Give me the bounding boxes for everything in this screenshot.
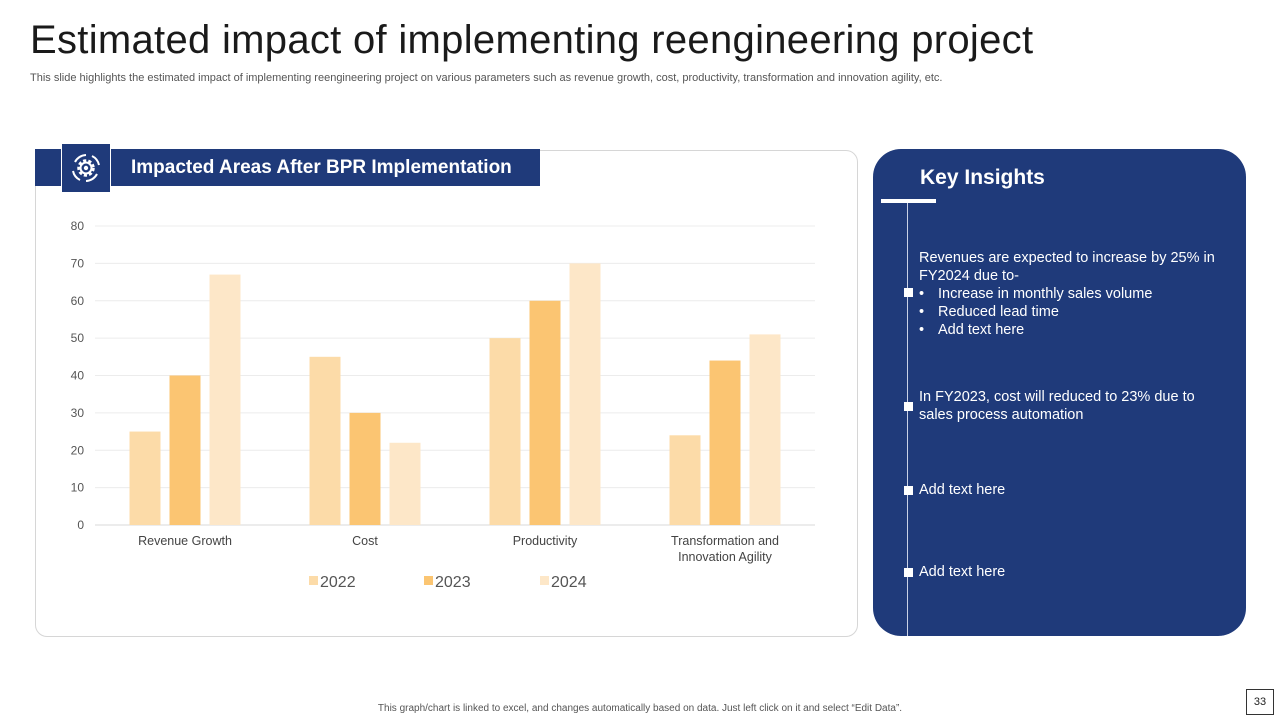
- page-subtitle: This slide highlights the estimated impa…: [30, 72, 943, 84]
- x-tick-label: Productivity: [513, 534, 578, 548]
- bar-2022[interactable]: [309, 356, 341, 525]
- gear-cycle-icon: [61, 143, 111, 193]
- y-tick-label: 40: [71, 369, 85, 383]
- insights-title: Key Insights: [920, 166, 1045, 189]
- bar-2024[interactable]: [389, 442, 421, 525]
- y-tick-label: 30: [71, 406, 85, 420]
- timeline-marker: [904, 486, 913, 495]
- chart-title: Impacted Areas After BPR Implementation: [131, 157, 512, 178]
- bar-2024[interactable]: [209, 274, 241, 525]
- timeline-line: [907, 203, 908, 636]
- bar-2023[interactable]: [529, 300, 561, 525]
- y-tick-label: 0: [77, 518, 84, 532]
- key-insights-panel: Key Insights Revenues are expected to in…: [873, 149, 1246, 636]
- legend-label: 2023: [435, 574, 471, 591]
- x-tick-label: Innovation Agility: [678, 550, 773, 564]
- chart-header: Impacted Areas After BPR Implementation: [35, 149, 540, 186]
- timeline-marker: [904, 288, 913, 297]
- insight-item-2: In FY2023, cost will reduced to 23% due …: [919, 389, 1195, 423]
- footnote: This graph/chart is linked to excel, and…: [377, 703, 903, 714]
- bar-2022[interactable]: [129, 431, 161, 525]
- legend-swatch-2022: [309, 576, 318, 585]
- insight-item-4: Add text here: [919, 564, 1006, 580]
- page-number: 33: [1246, 689, 1274, 715]
- bar-2023[interactable]: [709, 360, 741, 525]
- timeline-marker: [904, 568, 913, 577]
- bar-2024[interactable]: [749, 334, 781, 525]
- insight-text: Revenues are expected to increase by 25%…: [919, 250, 1215, 284]
- y-tick-label: 20: [71, 443, 85, 457]
- legend-label: 2024: [551, 574, 587, 591]
- y-tick-label: 50: [71, 331, 85, 345]
- bar-2022[interactable]: [669, 435, 701, 525]
- x-tick-label: Transformation and: [671, 534, 779, 548]
- bar-2023[interactable]: [169, 375, 201, 526]
- bar-2022[interactable]: [489, 338, 521, 525]
- insight-bullet: Reduced lead time: [919, 303, 1229, 321]
- insight-item-1: Revenues are expected to increase by 25%…: [919, 249, 1229, 339]
- bar-2023[interactable]: [349, 412, 381, 525]
- bar-2024[interactable]: [569, 263, 601, 525]
- insight-item-3: Add text here: [919, 482, 1006, 498]
- page-title: Estimated impact of implementing reengin…: [30, 18, 1034, 62]
- legend-label: 2022: [320, 574, 356, 591]
- legend-swatch-2024: [540, 576, 549, 585]
- x-tick-label: Cost: [352, 534, 378, 548]
- y-tick-label: 70: [71, 256, 85, 270]
- legend-swatch-2023: [424, 576, 433, 585]
- insight-bullet: Add text here: [919, 321, 1229, 339]
- timeline-marker: [904, 402, 913, 411]
- y-tick-label: 60: [71, 294, 85, 308]
- insight-bullet: Increase in monthly sales volume: [919, 285, 1229, 303]
- y-tick-label: 10: [71, 481, 85, 495]
- y-tick-label: 80: [71, 219, 85, 233]
- title-underline: [881, 199, 936, 203]
- x-tick-label: Revenue Growth: [138, 534, 232, 548]
